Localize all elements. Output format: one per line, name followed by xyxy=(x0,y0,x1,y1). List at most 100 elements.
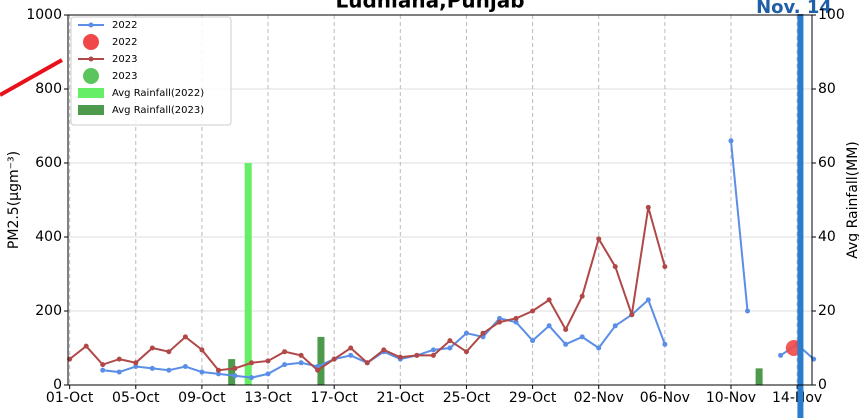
y2-axis-label: Avg Rainfall(MM) xyxy=(845,141,859,259)
y-tick-label: 0 xyxy=(53,377,62,393)
point xyxy=(282,362,288,368)
point xyxy=(149,345,155,351)
point xyxy=(612,323,618,329)
point xyxy=(215,367,221,373)
point xyxy=(530,338,536,344)
point xyxy=(215,371,221,377)
x-tick-label: 21-Oct xyxy=(377,390,425,406)
point xyxy=(282,349,288,355)
legend-dot xyxy=(88,56,94,62)
y2-tick-label: 20 xyxy=(818,303,836,319)
x-tick-label: 29-Oct xyxy=(509,390,557,406)
point xyxy=(364,360,370,366)
y2-tick-label: 40 xyxy=(818,229,836,245)
legend: 2022 2022 2023 2023 Avg Rainfall(2022) Avg Ra… xyxy=(70,16,232,126)
point xyxy=(563,341,569,347)
point xyxy=(463,330,469,336)
point xyxy=(249,360,255,366)
y-tick-label: 400 xyxy=(35,229,62,245)
legend-label: Avg Rainfall(2023) xyxy=(112,105,204,116)
rain-bar xyxy=(317,336,325,385)
point xyxy=(232,373,238,379)
point xyxy=(298,352,304,358)
x-tick-label: 02-Nov xyxy=(574,390,624,406)
series-line xyxy=(729,140,749,312)
point xyxy=(100,367,106,373)
point xyxy=(315,367,321,373)
y2-tick-label: 80 xyxy=(818,81,836,97)
point xyxy=(116,369,122,375)
y-tick-label: 600 xyxy=(35,155,62,171)
point xyxy=(513,319,519,325)
y2-tick-label: 100 xyxy=(818,7,845,23)
point xyxy=(414,352,420,358)
x-tick-label: 14-Nov xyxy=(772,390,822,406)
x-tick-label: 05-Oct xyxy=(112,390,160,406)
annotation: Nov. 14 xyxy=(756,0,832,18)
point xyxy=(199,369,205,375)
point xyxy=(662,341,668,347)
point xyxy=(513,315,519,321)
point xyxy=(133,360,139,366)
x-tick-label: 10-Nov xyxy=(706,390,756,406)
point xyxy=(199,347,205,353)
arrow-line xyxy=(0,58,63,97)
legend-label: 2023 xyxy=(112,54,137,65)
x-tick-label: 09-Oct xyxy=(178,390,226,406)
y-tick-label: 800 xyxy=(35,81,62,97)
point xyxy=(348,352,354,358)
point xyxy=(182,334,188,340)
x-tick-label: 25-Oct xyxy=(443,390,491,406)
point xyxy=(298,360,304,366)
point xyxy=(116,356,122,362)
point xyxy=(629,312,635,318)
point xyxy=(612,264,618,270)
x-tick-label: 06-Nov xyxy=(640,390,690,406)
legend-label: 2023 xyxy=(112,71,137,82)
point xyxy=(430,352,436,358)
point xyxy=(397,354,403,360)
point xyxy=(166,349,172,355)
point xyxy=(596,345,602,351)
point xyxy=(745,308,751,314)
y-tick-label: 200 xyxy=(35,303,62,319)
y2-tick-label: 0 xyxy=(818,377,827,393)
x-tick-label: 17-Oct xyxy=(310,390,358,406)
y-axis-label: PM2.5(μgm⁻³) xyxy=(6,151,22,249)
chart-title: Ludhiana,Punjab xyxy=(335,0,524,13)
legend-dot xyxy=(88,22,94,28)
point xyxy=(182,364,188,369)
point xyxy=(530,308,536,314)
y2-tick-label: 60 xyxy=(818,155,836,171)
legend-label: Avg Rainfall(2022) xyxy=(112,88,204,99)
x-tick-label: 01-Oct xyxy=(46,390,94,406)
x-tick-label: 13-Oct xyxy=(244,390,292,406)
point xyxy=(480,330,486,336)
point xyxy=(166,367,172,373)
point xyxy=(563,327,569,332)
rain-bar xyxy=(228,359,236,385)
y-tick-label: 1000 xyxy=(26,7,62,23)
legend-label: 2022 xyxy=(112,20,137,31)
legend-swatch xyxy=(78,88,104,98)
point xyxy=(133,364,139,369)
point xyxy=(149,365,155,371)
point xyxy=(778,352,784,358)
point xyxy=(249,375,255,381)
rain-bar xyxy=(755,368,763,385)
point xyxy=(348,345,354,351)
point xyxy=(546,297,552,303)
point xyxy=(232,365,238,371)
legend-label: 2022 xyxy=(112,37,137,48)
point xyxy=(645,204,651,210)
point xyxy=(265,358,271,364)
point xyxy=(447,345,453,351)
legend-swatch xyxy=(78,105,104,115)
rain-bar xyxy=(244,163,252,385)
point xyxy=(579,334,585,340)
point xyxy=(497,319,503,325)
point xyxy=(546,323,552,329)
point xyxy=(728,138,734,144)
point xyxy=(662,264,668,270)
